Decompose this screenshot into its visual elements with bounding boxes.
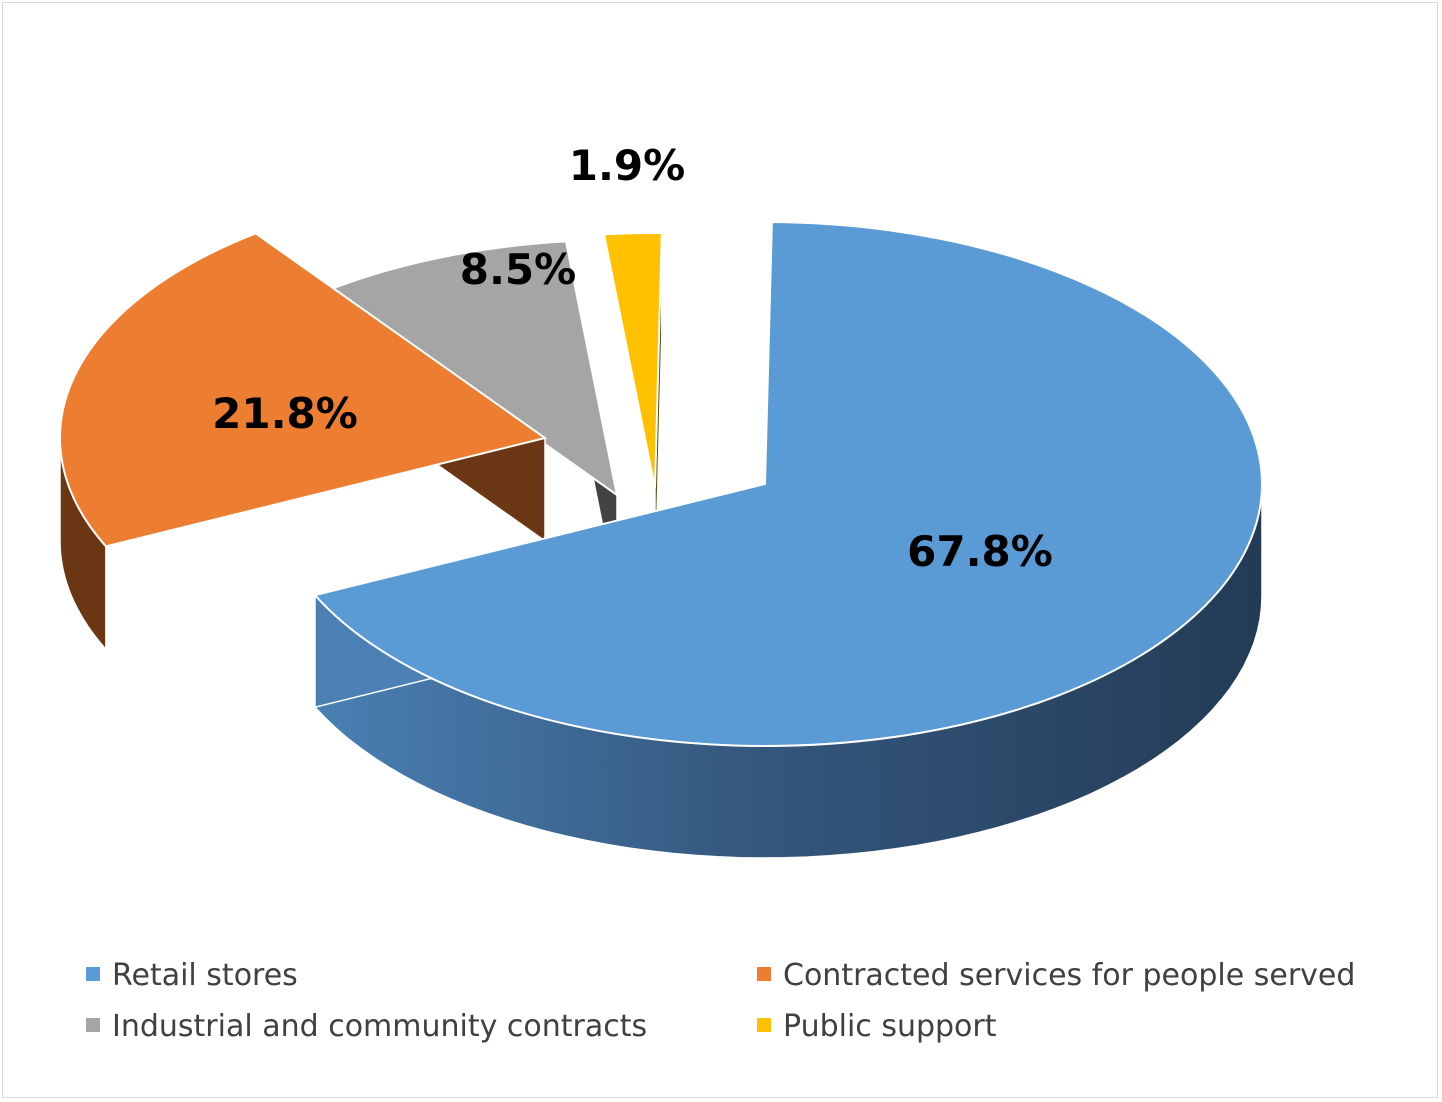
legend-label-contracted-services: Contracted services for people served [783, 958, 1355, 993]
slice-industrial-community-top [325, 240, 619, 498]
legend-swatch-contracted-services [757, 967, 771, 981]
data-label-industrial-community: 8.5% [460, 245, 576, 294]
legend-swatch-public-support [757, 1018, 771, 1032]
legend-label-industrial-community: Industrial and community contracts [112, 1009, 647, 1044]
data-label-contracted-services: 21.8% [212, 389, 358, 438]
slice-public-support [602, 231, 663, 591]
slice-retail-stores-top [313, 220, 1263, 747]
data-label-public-support: 1.9% [569, 141, 685, 190]
legend-swatch-retail-stores [86, 967, 100, 981]
legend-label-public-support: Public support [783, 1009, 997, 1044]
legend-swatch-industrial-community [86, 1018, 100, 1032]
slice-contracted-services [59, 231, 548, 652]
data-label-retail-stores: 67.8% [907, 527, 1053, 576]
slice-public-support-top [602, 231, 663, 489]
slice-retail-stores [313, 220, 1263, 859]
slice-industrial-community [325, 240, 619, 598]
legend-label-retail-stores: Retail stores [112, 958, 298, 993]
slice-contracted-services-top [59, 232, 548, 548]
